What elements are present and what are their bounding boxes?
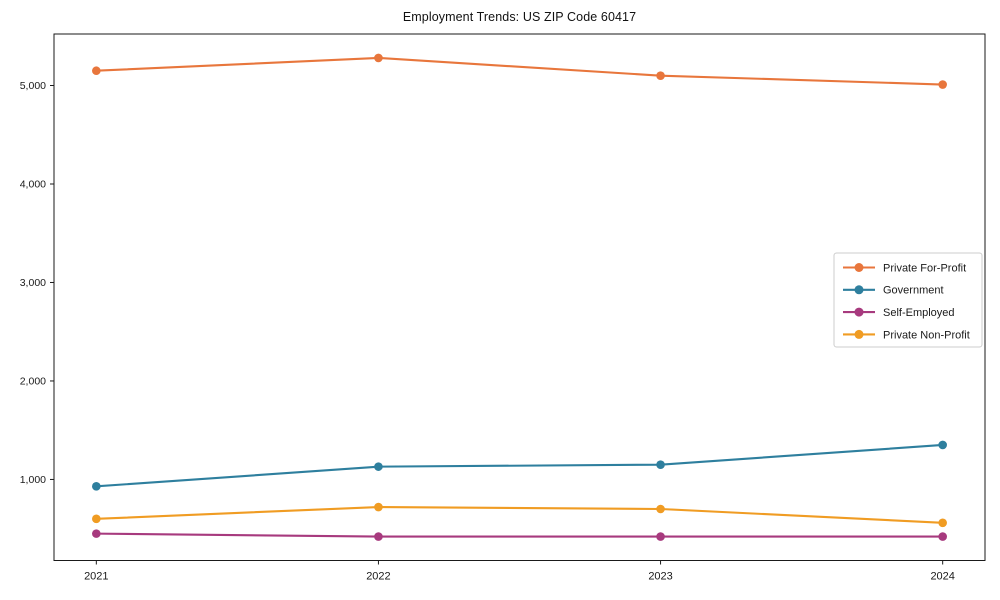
- y-tick-label: 2,000: [20, 376, 46, 388]
- y-tick-label: 4,000: [20, 179, 46, 191]
- legend-marker: [854, 285, 864, 295]
- data-point-self-employed: [374, 532, 383, 541]
- series-line-government: [95, 443, 944, 488]
- data-point-government: [92, 482, 101, 491]
- y-tick-label: 3,000: [20, 277, 46, 289]
- series-line-private-for-profit: [95, 56, 944, 86]
- x-tick-label: 2023: [648, 571, 672, 583]
- x-tick-label: 2024: [930, 571, 954, 583]
- legend-box: [833, 252, 983, 348]
- data-point-self-employed: [938, 532, 947, 541]
- legend-label: Private For-Profit: [883, 262, 966, 274]
- legend-label: Private Non-Profit: [883, 329, 970, 341]
- series-line-private-non-profit: [95, 505, 944, 524]
- y-tick-label: 5,000: [20, 80, 46, 92]
- legend-label: Government: [883, 285, 944, 297]
- legend-marker: [854, 329, 864, 339]
- data-point-private-non-profit: [374, 502, 383, 512]
- legend-entry-self-employed: Self-Employed: [843, 307, 955, 319]
- legend-entry-private-for-profit: Private For-Profit: [843, 262, 966, 274]
- legend-label: Self-Employed: [883, 307, 955, 319]
- data-point-private-for-profit: [656, 71, 665, 80]
- data-point-government: [374, 462, 383, 471]
- data-point-private-non-profit: [938, 518, 947, 528]
- data-point-private-non-profit: [92, 514, 101, 524]
- legend-marker: [854, 263, 864, 272]
- x-tick-label: 2021: [84, 571, 108, 583]
- chart-title: Employment Trends: US ZIP Code 60417: [402, 10, 637, 24]
- data-point-government: [938, 440, 947, 450]
- data-point-private-for-profit: [938, 80, 947, 89]
- data-point-private-non-profit: [656, 504, 665, 514]
- data-point-government: [656, 460, 665, 469]
- y-tick-label: 1,000: [20, 474, 46, 486]
- legend-entry-government: Government: [843, 285, 944, 297]
- data-point-private-for-profit: [92, 66, 101, 76]
- data-point-self-employed: [92, 529, 101, 538]
- plot-frame: [53, 33, 986, 561]
- data-point-self-employed: [656, 532, 665, 541]
- series-line-self-employed: [95, 532, 944, 538]
- legend: Private For-Profit Government Self-Employe…: [833, 252, 983, 348]
- legend-entry-private-non-profit: Private Non-Profit: [843, 329, 970, 341]
- data-point-private-for-profit: [374, 53, 383, 63]
- legend-marker: [854, 307, 864, 317]
- x-tick-label: 2022: [366, 571, 390, 583]
